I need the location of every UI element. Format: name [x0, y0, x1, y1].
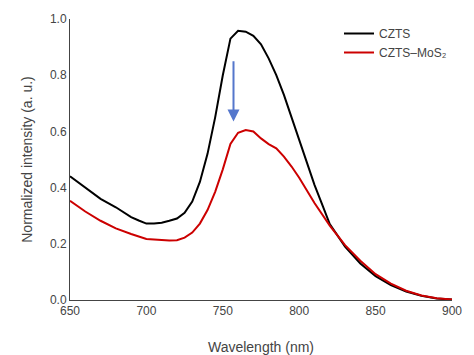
svg-text:900: 900: [442, 304, 462, 318]
svg-text:0.6: 0.6: [50, 125, 67, 139]
svg-text:CZTS: CZTS: [379, 27, 410, 41]
svg-text:CZTS–MoS₂: CZTS–MoS₂: [379, 46, 447, 60]
svg-text:Normalized intensity (a. u.): Normalized intensity (a. u.): [19, 76, 35, 243]
svg-text:700: 700: [136, 304, 156, 318]
svg-text:Wavelength (nm): Wavelength (nm): [208, 339, 314, 355]
svg-text:0.2: 0.2: [50, 237, 67, 251]
svg-text:0.8: 0.8: [50, 68, 67, 82]
svg-text:650: 650: [60, 304, 80, 318]
svg-text:850: 850: [366, 304, 386, 318]
svg-text:0.0: 0.0: [50, 293, 67, 307]
svg-text:0.4: 0.4: [50, 181, 67, 195]
svg-text:800: 800: [289, 304, 309, 318]
svg-text:1.0: 1.0: [50, 12, 67, 26]
svg-text:750: 750: [213, 304, 233, 318]
